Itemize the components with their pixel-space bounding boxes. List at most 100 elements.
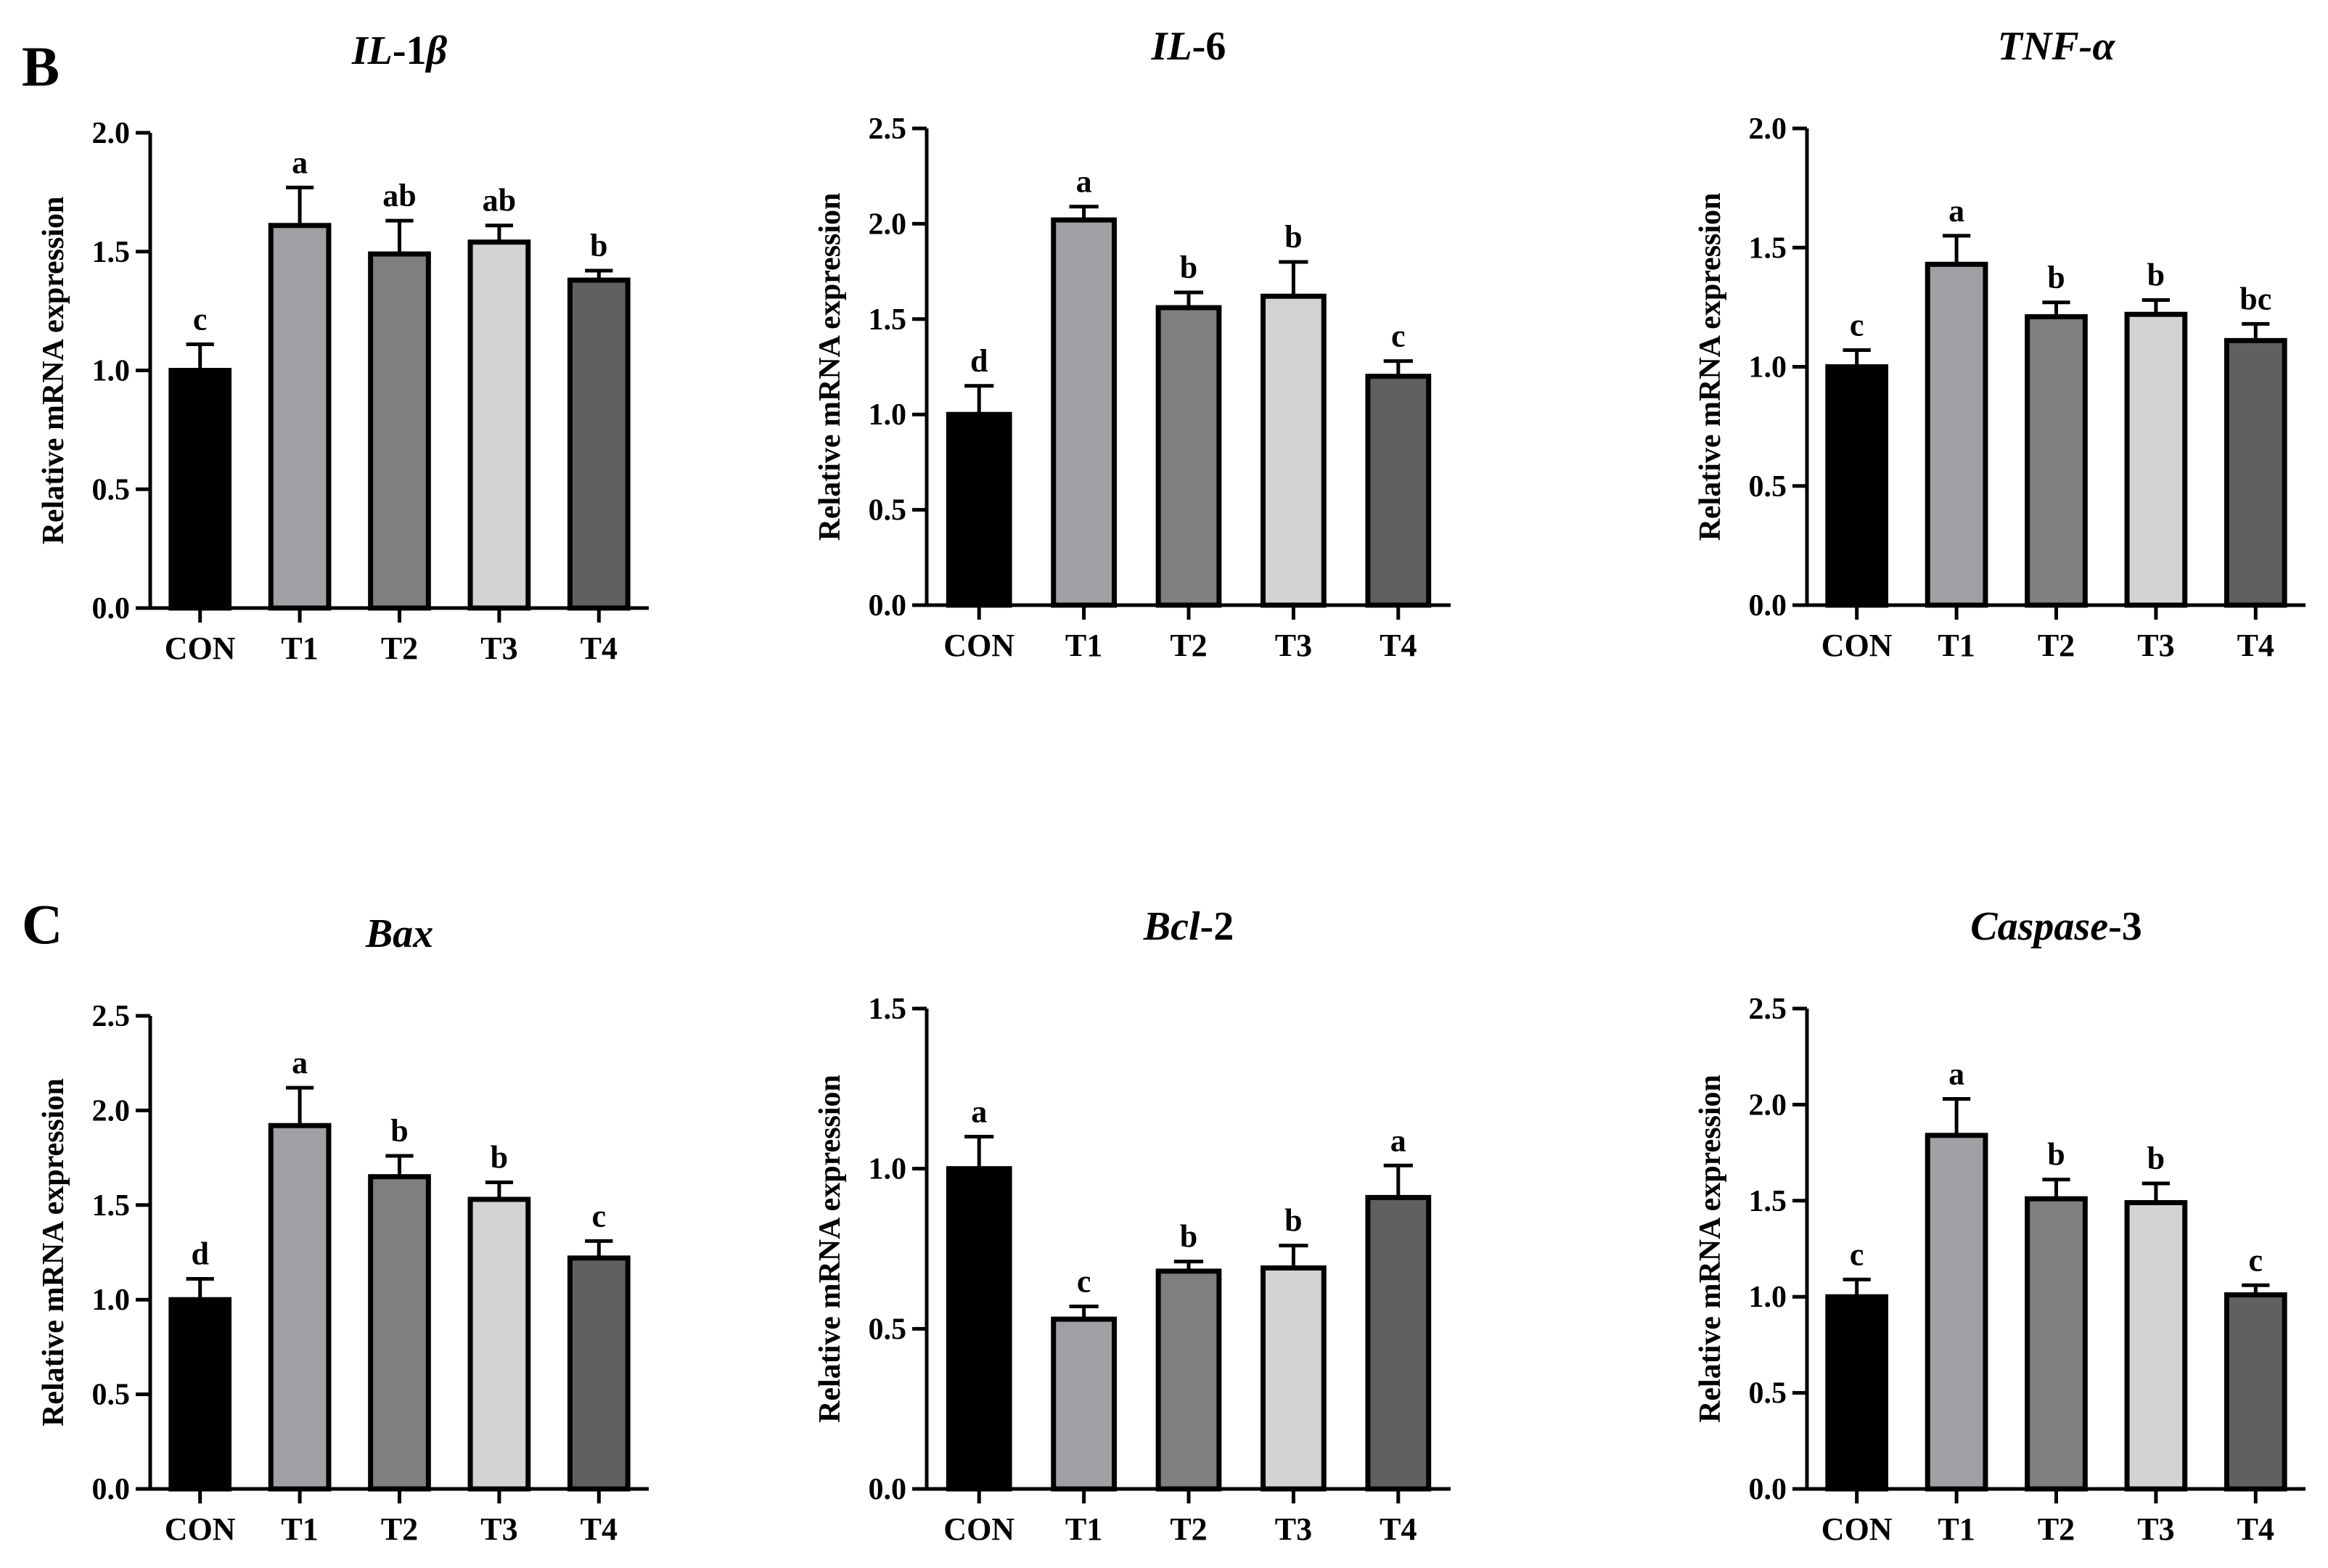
chart-2-title-part-1: IL <box>1151 24 1192 69</box>
chart-3-category-label-t4: T4 <box>2237 628 2274 663</box>
chart-3: TNF-α Relative mRNA expression 0.0 0.5 1.0 1.… <box>1694 24 2306 663</box>
chart-1-category-label-con: CON <box>165 631 236 666</box>
chart-6-category-label-t1: T1 <box>1938 1511 1975 1547</box>
chart-4-ytick-label-1: 0.0 <box>92 1473 131 1506</box>
chart-4-ytick-label-5: 2.0 <box>92 1094 131 1128</box>
chart-4-title-part-1: Bax <box>365 911 433 956</box>
chart-5-bar-t3 <box>1261 1265 1327 1492</box>
chart-4-sig-label-t1: a <box>292 1045 308 1080</box>
chart-6-sig-label-t3: b <box>2147 1141 2165 1176</box>
chart-1-title: IL-1β <box>351 28 448 73</box>
chart-2-bar-t3 <box>1261 293 1327 608</box>
chart-3-bar-t4 <box>2224 337 2287 608</box>
chart-1-bar-t4 <box>567 277 631 611</box>
chart-3-sig-label-t1: a <box>1948 193 1964 229</box>
chart-6: Caspase-3 Relative mRNA expression 0.0 0.5 1… <box>1694 904 2306 1547</box>
chart-1-title-part-2: -1 <box>393 28 427 73</box>
chart-5-category-label-t3: T3 <box>1275 1511 1312 1547</box>
chart-3-bar-t2 <box>2025 314 2088 608</box>
chart-5-title-part-1: Bcl <box>1143 904 1200 949</box>
chart-5-bar-con <box>946 1166 1012 1492</box>
chart-6-sig-label-t2: b <box>2047 1137 2065 1173</box>
chart-6-ylabel: Relative mRNA expression <box>1694 1075 1727 1423</box>
chart-3-ytick-label-3: 1.0 <box>1749 351 1787 385</box>
chart-2-ytick-label-4: 1.5 <box>869 303 907 337</box>
chart-6-ytick-label-6: 2.5 <box>1749 993 1787 1026</box>
chart-3-category-label-t1: T1 <box>1938 628 1975 663</box>
chart-3-title: TNF-α <box>1998 24 2116 69</box>
chart-2-category-label-t2: T2 <box>1170 628 1207 663</box>
chart-6-bar-t4 <box>2224 1292 2287 1492</box>
chart-2-ytick-label-6: 2.5 <box>869 112 907 146</box>
panel-letter-c: C <box>22 892 62 956</box>
chart-3-ytick-label-1: 0.0 <box>1749 589 1787 623</box>
chart-5-bar-t4 <box>1365 1194 1432 1492</box>
chart-5-title-part-2: -2 <box>1200 904 1234 949</box>
chart-4: Bax Relative mRNA expression 0.0 0.5 1.0 1.5 2… <box>37 911 649 1547</box>
chart-5-ytick-label-2: 0.5 <box>869 1313 907 1346</box>
chart-1-sig-label-t2: ab <box>382 178 416 213</box>
chart-2-bar-t2 <box>1155 305 1222 608</box>
chart-3-bar-t1 <box>1925 261 1988 608</box>
chart-3-category-label-con: CON <box>1821 628 1893 663</box>
chart-1-ytick-label-4: 1.5 <box>92 236 131 269</box>
chart-5-sig-label-con: a <box>971 1094 987 1130</box>
chart-4-bar-t2 <box>368 1174 431 1492</box>
chart-1-ylabel: Relative mRNA expression <box>37 197 70 545</box>
chart-6-category-label-t4: T4 <box>2237 1511 2274 1547</box>
chart-1-ytick-label-3: 1.0 <box>92 355 131 388</box>
chart-6-ytick-label-3: 1.0 <box>1749 1281 1787 1314</box>
chart-2-ytick-label-3: 1.0 <box>869 398 907 432</box>
chart-6-title: Caspase-3 <box>1970 904 2141 949</box>
chart-4-category-label-t1: T1 <box>281 1511 318 1547</box>
chart-5-sig-label-t3: b <box>1284 1203 1302 1239</box>
chart-3-ytick-label-5: 2.0 <box>1749 112 1787 146</box>
chart-6-category-label-con: CON <box>1821 1511 1893 1547</box>
chart-6-sig-label-con: c <box>1850 1236 1864 1272</box>
chart-2-title-part-2: -6 <box>1192 24 1226 69</box>
chart-3-sig-label-t2: b <box>2047 260 2065 295</box>
chart-6-ytick-label-2: 0.5 <box>1749 1377 1787 1411</box>
chart-1-category-label-t1: T1 <box>281 631 318 666</box>
chart-1-category-label-t4: T4 <box>581 631 618 666</box>
chart-4-bar-t1 <box>268 1122 332 1492</box>
chart-5-category-label-con: CON <box>943 1511 1015 1547</box>
chart-3-ytick-label-2: 0.5 <box>1749 470 1787 504</box>
chart-6-title-part-2: -3 <box>2108 904 2142 949</box>
chart-3-ylabel: Relative mRNA expression <box>1694 193 1727 541</box>
chart-5-sig-label-t1: c <box>1077 1263 1091 1299</box>
chart-1: IL-1β Relative mRNA expression 0.0 0.5 1.0 1.… <box>37 28 649 666</box>
chart-1-bar-t3 <box>467 239 531 611</box>
chart-2-title: IL-6 <box>1151 24 1226 69</box>
chart-4-bar-t4 <box>567 1255 631 1492</box>
chart-5-category-label-t4: T4 <box>1380 1511 1417 1547</box>
chart-2: IL-6 Relative mRNA expression 0.0 0.5 1.0 1.5… <box>813 24 1451 663</box>
chart-1-sig-label-t4: b <box>590 228 607 263</box>
chart-2-sig-label-con: d <box>970 343 988 379</box>
chart-5-sig-label-t2: b <box>1180 1219 1197 1255</box>
chart-5-ytick-label-4: 1.5 <box>869 993 907 1026</box>
chart-2-ytick-label-2: 0.5 <box>869 494 907 528</box>
chart-2-sig-label-t3: b <box>1284 219 1302 255</box>
chart-6-bar-t2 <box>2025 1196 2088 1492</box>
chart-3-title-part-1: TNF-α <box>1998 24 2116 69</box>
chart-1-ytick-label-5: 2.0 <box>92 117 131 150</box>
chart-1-title-part-3: β <box>425 28 447 73</box>
chart-4-ylabel: Relative mRNA expression <box>37 1078 70 1427</box>
chart-6-category-label-t2: T2 <box>2038 1511 2075 1547</box>
chart-3-bar-t3 <box>2124 311 2188 608</box>
chart-6-sig-label-t4: c <box>2249 1242 2263 1278</box>
chart-2-ylabel: Relative mRNA expression <box>813 193 847 541</box>
chart-2-category-label-t1: T1 <box>1065 628 1102 663</box>
chart-4-title: Bax <box>365 911 433 956</box>
chart-6-ytick-label-1: 0.0 <box>1749 1473 1787 1506</box>
chart-1-title-part-1: IL <box>351 28 393 73</box>
chart-5-bar-t2 <box>1155 1268 1222 1492</box>
chart-3-sig-label-t3: b <box>2147 258 2165 293</box>
chart-5-category-label-t1: T1 <box>1065 1511 1102 1547</box>
chart-1-ytick-label-2: 0.5 <box>92 473 131 506</box>
chart-4-sig-label-con: d <box>191 1236 208 1272</box>
chart-1-ytick-label-1: 0.0 <box>92 592 131 625</box>
